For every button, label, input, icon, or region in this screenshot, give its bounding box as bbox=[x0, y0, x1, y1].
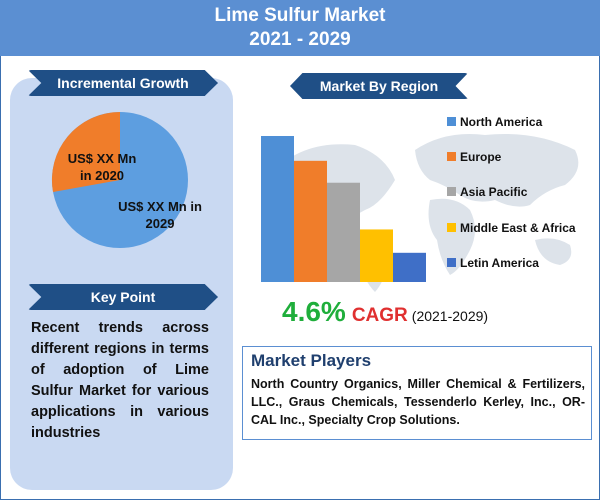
legend-label: North America bbox=[460, 115, 543, 129]
page-subtitle-years: 2021 - 2029 bbox=[249, 29, 351, 50]
legend-swatch bbox=[447, 223, 456, 232]
page-title: Lime Sulfur Market bbox=[214, 5, 386, 26]
key-point-text: Recent trends across different regions i… bbox=[31, 320, 209, 441]
bar-europe bbox=[294, 160, 327, 282]
market-players-list: North Country Organics, Miller Chemical … bbox=[251, 377, 585, 427]
legend-swatch bbox=[447, 117, 456, 126]
bar-middle-east-africa bbox=[360, 229, 393, 282]
legend-swatch bbox=[447, 258, 456, 267]
pie-label-2029-line1: US$ XX Mn in bbox=[118, 199, 202, 214]
legend-label: Europe bbox=[460, 150, 502, 164]
market-players-box: Market Players North Country Organics, M… bbox=[242, 346, 592, 440]
legend-label: Letin America bbox=[460, 256, 539, 270]
market-players-heading: Market Players bbox=[251, 351, 372, 370]
pie-label-2020-line2: in 2020 bbox=[79, 168, 125, 183]
legend-label: Asia Pacific bbox=[460, 185, 528, 199]
legend-item-middle-east-africa: Middle East & Africa bbox=[447, 221, 576, 235]
legend-item-asia-pacific: Asia Pacific bbox=[447, 185, 527, 199]
pie-label-2020-line1: US$ XX Mn bbox=[67, 151, 137, 166]
legend-swatch bbox=[447, 152, 456, 161]
legend-item-latin-america: Letin America bbox=[447, 256, 539, 270]
cagr-callout: 4.6% CAGR (2021-2029) bbox=[282, 296, 488, 328]
region-bar-chart bbox=[261, 136, 426, 282]
cagr-value: 4.6% bbox=[282, 296, 346, 327]
pie-label-2029-line2: 2029 bbox=[145, 216, 175, 231]
bar-asia-pacific bbox=[327, 182, 360, 282]
bar-north-america bbox=[261, 136, 294, 282]
pie-label-2029: US$ XX Mn in 2029 bbox=[110, 198, 210, 232]
key-point-heading: Key Point bbox=[28, 284, 218, 310]
cagr-label: CAGR bbox=[351, 305, 408, 326]
market-by-region-heading: Market By Region bbox=[290, 73, 468, 99]
legend-label: Middle East & Africa bbox=[460, 221, 576, 235]
header-banner: Lime Sulfur Market 2021 - 2029 bbox=[0, 0, 600, 56]
incremental-growth-pie bbox=[51, 111, 188, 248]
legend-item-europe: Europe bbox=[447, 150, 501, 164]
legend-item-north-america: North America bbox=[447, 115, 542, 129]
incremental-growth-heading: Incremental Growth bbox=[28, 70, 218, 96]
cagr-period: (2021-2029) bbox=[411, 308, 489, 324]
bar-letin-america bbox=[393, 252, 426, 282]
pie-slice-2020 bbox=[51, 111, 120, 192]
legend-swatch bbox=[447, 187, 456, 196]
pie-label-2020: US$ XX Mn in 2020 bbox=[60, 150, 144, 184]
